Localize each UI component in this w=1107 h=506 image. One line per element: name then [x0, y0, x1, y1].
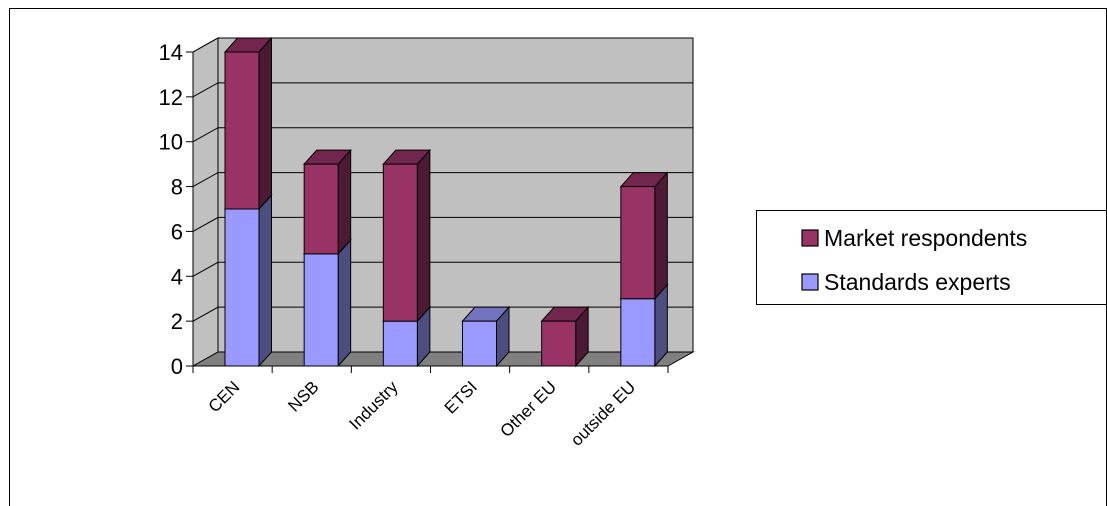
bar-side-market-respondents [654, 171, 668, 301]
bar-market-respondents [541, 320, 577, 367]
legend: Market respondents Standards experts [756, 210, 1107, 305]
y-tick-label: 2 [171, 309, 183, 334]
x-tick-label: NSB [284, 377, 322, 415]
bar-side-standards-experts [258, 193, 272, 368]
x-tick-label: outside EU [567, 377, 639, 449]
gridline [192, 172, 693, 188]
bar-side-market-respondents [416, 148, 431, 323]
legend-label: Market respondents [824, 225, 1027, 251]
y-tick-label: 12 [159, 85, 183, 110]
legend-label: Standards experts [824, 269, 1011, 295]
y-tick-label: 0 [171, 354, 183, 379]
gridline [192, 216, 693, 232]
bar-market-respondents [303, 163, 339, 255]
bar-side-standards-experts [337, 238, 352, 368]
gridline [192, 261, 693, 277]
y-tick-label: 8 [171, 175, 183, 200]
legend-swatch [801, 229, 819, 247]
x-tick-label: Other EU [497, 377, 561, 441]
bar-market-respondents [382, 163, 418, 322]
y-tick-label: 10 [159, 130, 183, 155]
legend-swatch [801, 273, 819, 291]
bar-side-market-respondents [337, 148, 352, 256]
side-wall [192, 37, 219, 367]
x-tick-label: CEN [205, 377, 244, 416]
y-tick-label: 14 [159, 40, 183, 65]
bar-market-respondents [224, 51, 260, 210]
plot-area: 0 2 4 6 8 10 12 14 CEN NSB Industry ETSI Other EU out… [159, 36, 695, 450]
y-tick-label: 4 [171, 264, 183, 289]
gridline [192, 82, 693, 98]
gridline [192, 37, 693, 53]
gridline [192, 127, 693, 143]
x-tick-label: ETSI [441, 377, 481, 417]
bar-standards-experts [303, 253, 339, 367]
bar-standards-experts [382, 320, 418, 367]
x-tick-label: Industry [346, 377, 403, 434]
bar-side-market-respondents [258, 36, 272, 211]
y-tick-label: 6 [171, 219, 183, 244]
bar-market-respondents [620, 186, 656, 300]
bar-standards-experts [620, 298, 656, 367]
bar-standards-experts [224, 208, 260, 367]
gridline [192, 306, 693, 322]
bar-standards-experts [462, 320, 497, 367]
